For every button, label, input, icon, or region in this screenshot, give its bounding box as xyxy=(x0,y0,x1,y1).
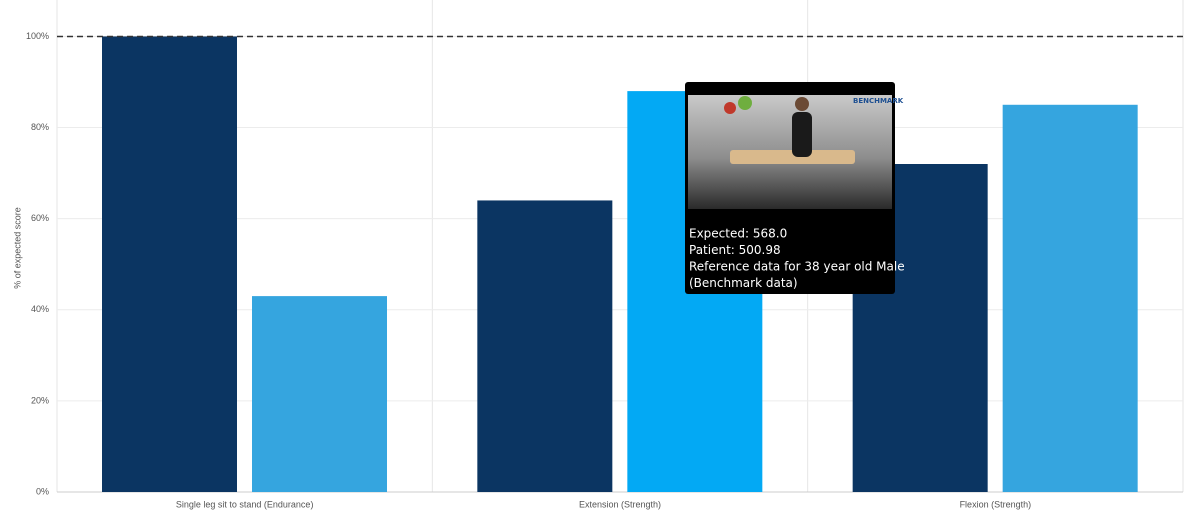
tooltip-line: Expected: 568.0 xyxy=(689,227,787,241)
y-tick-label: 0% xyxy=(36,486,49,496)
tooltip-line: Patient: 500.98 xyxy=(689,243,781,257)
tooltip: BENCHMARK Expected: 568.0 Patient: 500.98 R… xyxy=(685,82,905,294)
person xyxy=(792,112,812,157)
ball xyxy=(738,96,752,110)
ball xyxy=(724,102,736,114)
y-tick-label: 60% xyxy=(31,213,49,223)
bench xyxy=(730,150,855,164)
bar xyxy=(102,36,237,492)
x-tick-label: Extension (Strength) xyxy=(579,499,661,509)
tooltip-line: (Benchmark data) xyxy=(689,276,798,290)
x-tick-label: Flexion (Strength) xyxy=(960,499,1032,509)
x-tick-label: Single leg sit to stand (Endurance) xyxy=(176,499,314,509)
head xyxy=(795,97,809,111)
y-tick-label: 80% xyxy=(31,122,49,132)
y-axis-label: % of expected score xyxy=(12,207,22,289)
tooltip-line: Reference data for 38 year old Male xyxy=(689,260,905,274)
tooltip-image-label: BENCHMARK xyxy=(853,97,904,105)
bar xyxy=(1002,104,1138,493)
bar xyxy=(252,296,387,492)
y-tick-label: 20% xyxy=(31,395,49,405)
bar xyxy=(477,200,613,492)
y-tick-label: 100% xyxy=(26,31,49,41)
y-tick-label: 40% xyxy=(31,304,49,314)
